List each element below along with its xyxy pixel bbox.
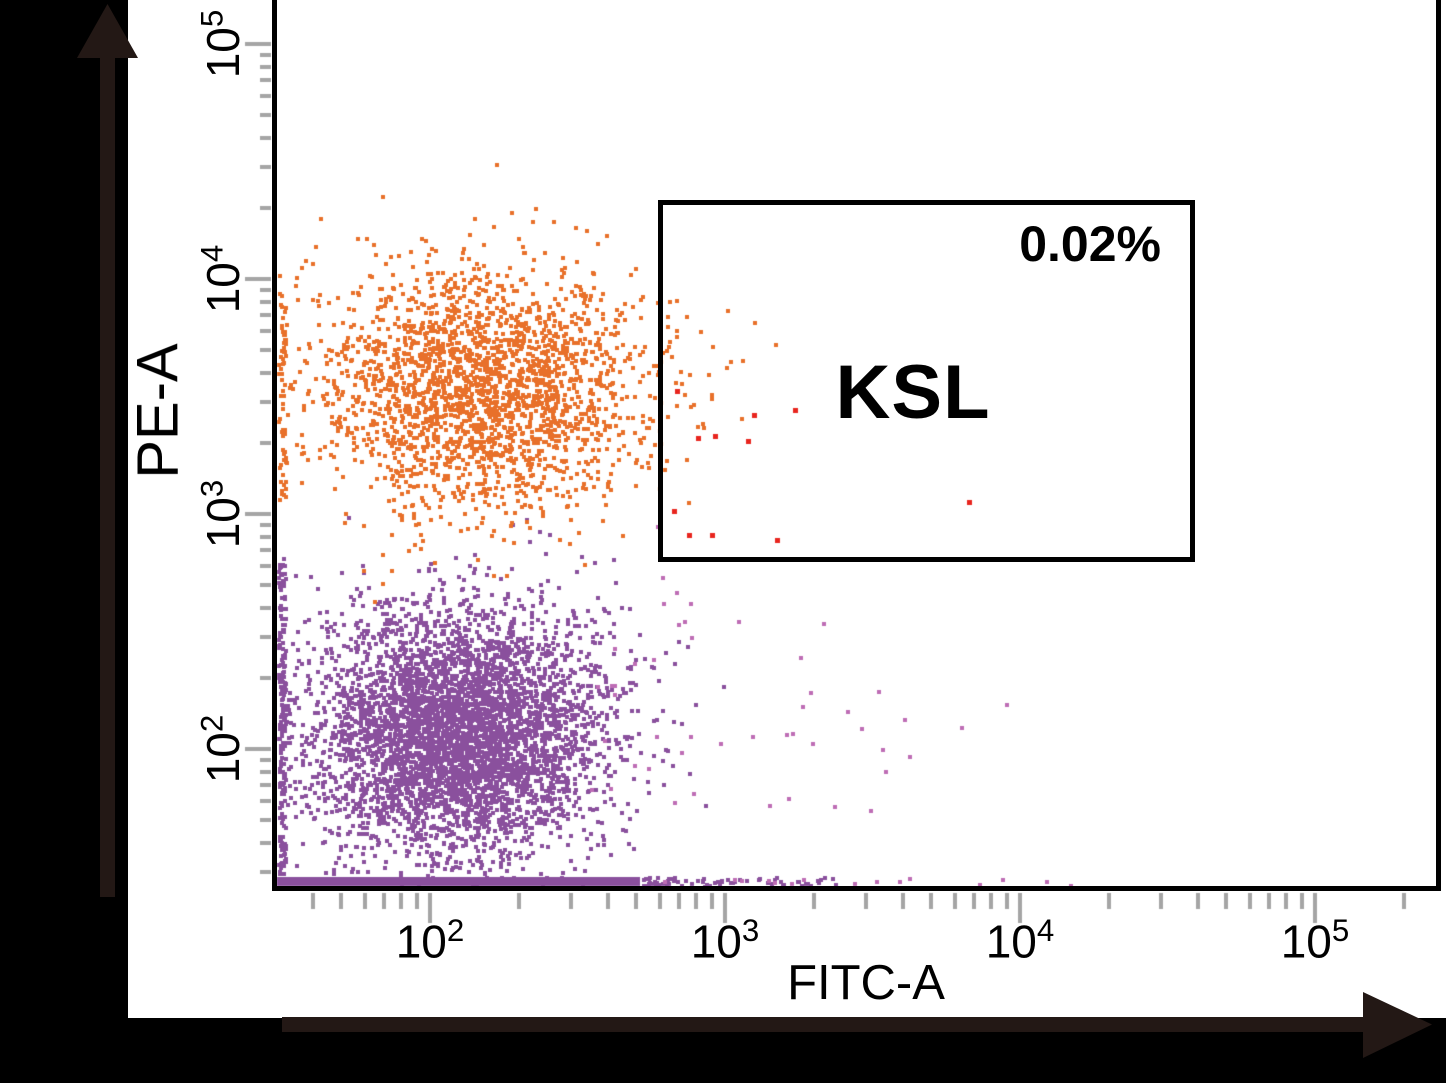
x-tick-label: 103 xyxy=(690,913,760,968)
x-tick-label: 105 xyxy=(1280,913,1350,968)
y-axis-line xyxy=(272,0,277,891)
y-tick-label: 103 xyxy=(194,479,249,549)
x-axis-line xyxy=(272,886,1441,891)
y-tick-label: 105 xyxy=(194,9,249,79)
y-axis-label: PE-A xyxy=(125,343,191,479)
y-tick-label: 102 xyxy=(194,714,249,784)
gate-percentage: 0.02% xyxy=(1019,216,1161,272)
x-tick-label: 102 xyxy=(395,913,465,968)
gate-label: KSL xyxy=(835,350,991,435)
plot-right-border xyxy=(1436,0,1441,891)
x-tick-label: 104 xyxy=(985,913,1055,968)
x-axis-label: FITC-A xyxy=(787,956,945,1010)
y-tick-label: 104 xyxy=(194,244,249,314)
ksl-gate-box: 0.02% KSL xyxy=(658,200,1195,562)
